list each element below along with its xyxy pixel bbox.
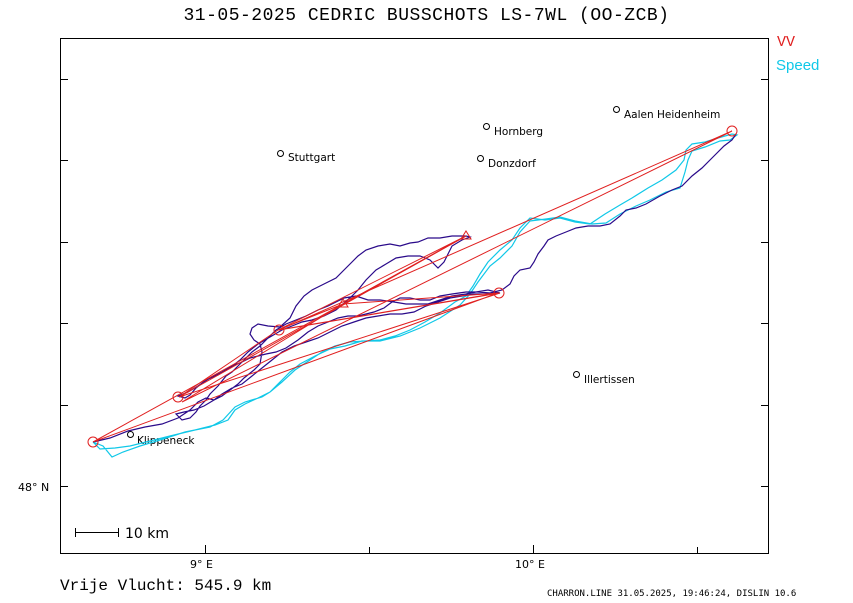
turnpoint-start-icon	[87, 436, 99, 448]
turnpoint-icon	[493, 287, 505, 299]
track-vv	[92, 133, 737, 443]
place-stuttgart: Stuttgart	[277, 150, 335, 164]
scale-bar-label: 10 km	[125, 526, 169, 542]
footer-credit: CHARRON.LINE 31.05.2025, 19:46:24, DISLI…	[547, 589, 797, 599]
task-legs-extra	[178, 235, 501, 398]
turnpoint-icon	[726, 125, 738, 137]
lat-ticks	[60, 79, 769, 487]
place-label: Stuttgart	[288, 152, 335, 164]
legend-speed: Speed	[776, 57, 820, 74]
place-label: Illertissen	[584, 374, 635, 386]
free-flight-distance: Vrije Vlucht: 545.9 km	[60, 577, 272, 595]
place-donzdorf: Donzdorf	[477, 155, 536, 170]
place-illertissen: Illertissen	[573, 371, 635, 386]
place-label: Donzdorf	[488, 158, 536, 170]
map-title: 31-05-2025 CEDRIC BUSSCHOTS LS-7WL (OO-Z…	[183, 6, 670, 26]
place-hornberg: Hornberg	[483, 123, 543, 138]
lon-label-9: 9° E	[190, 558, 213, 571]
turnpoints	[87, 125, 738, 448]
place-label: Hornberg	[494, 126, 543, 138]
lat-label-48: 48° N	[18, 481, 49, 494]
place-marker-icon	[483, 123, 490, 130]
place-label: Klippeneck	[137, 435, 195, 447]
turnpoint-icon	[172, 391, 184, 403]
turnpoint-icon	[273, 324, 285, 336]
place-aalen-heidenheim: Aalen Heidenheim	[613, 106, 720, 121]
lon-label-10: 10° E	[515, 558, 545, 571]
place-marker-icon	[477, 155, 484, 162]
track-speed	[92, 133, 739, 458]
place-klippeneck: Klippeneck	[127, 431, 195, 447]
legend-vv: VV	[777, 34, 796, 51]
map-frame	[60, 38, 769, 554]
triangle-marker-icon	[460, 230, 472, 240]
place-marker-icon	[613, 106, 620, 113]
place-marker-icon	[127, 431, 134, 438]
task-legs	[92, 130, 733, 443]
triangle-marker-icon	[337, 298, 349, 308]
scale-bar	[75, 528, 119, 537]
place-marker-icon	[277, 150, 284, 157]
place-label: Aalen Heidenheim	[624, 109, 720, 121]
lon-ticks	[205, 545, 698, 553]
place-marker-icon	[573, 371, 580, 378]
